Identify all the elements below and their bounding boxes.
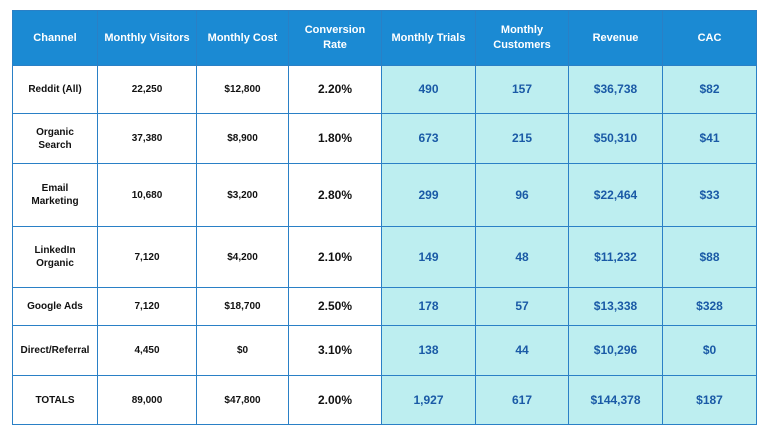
table-row: Organic Search 37,380 $8,900 1.80% 673 215 $50… xyxy=(12,113,757,164)
row-label: Email Marketing xyxy=(12,163,98,227)
cell: $13,338 xyxy=(568,287,663,326)
cell: $328 xyxy=(662,287,757,326)
cell: 57 xyxy=(475,287,569,326)
cell: $18,700 xyxy=(196,287,289,326)
cell: $22,464 xyxy=(568,163,663,227)
table-row: Reddit (All) 22,250 $12,800 2.20% 490 157 $36,… xyxy=(12,65,757,114)
table-row: Google Ads 7,120 $18,700 2.50% 178 57 $13,338 $… xyxy=(12,287,757,326)
data-table: Channel Monthly Visitors Monthly Cost Conve… xyxy=(12,10,757,425)
column-header: Revenue xyxy=(568,10,663,66)
cell: 3.10% xyxy=(288,325,382,376)
column-header: Channel xyxy=(12,10,98,66)
cell: $0 xyxy=(662,325,757,376)
header-row: Channel Monthly Visitors Monthly Cost Conve… xyxy=(12,10,757,66)
cell: $47,800 xyxy=(196,375,289,425)
cell: 37,380 xyxy=(97,113,197,164)
cell: 490 xyxy=(381,65,476,114)
row-label: Organic Search xyxy=(12,113,98,164)
column-header: Conversion Rate xyxy=(288,10,382,66)
table-row: Email Marketing 10,680 $3,200 2.80% 299 96 $22… xyxy=(12,163,757,227)
cell: 7,120 xyxy=(97,226,197,288)
cell: $8,900 xyxy=(196,113,289,164)
cell: $11,232 xyxy=(568,226,663,288)
row-label: LinkedIn Organic xyxy=(12,226,98,288)
cell: 673 xyxy=(381,113,476,164)
cell: $12,800 xyxy=(196,65,289,114)
cell: 138 xyxy=(381,325,476,376)
column-header: CAC xyxy=(662,10,757,66)
cell: 617 xyxy=(475,375,569,425)
cell: 10,680 xyxy=(97,163,197,227)
cell: 1,927 xyxy=(381,375,476,425)
cell: 2.80% xyxy=(288,163,382,227)
cell: $41 xyxy=(662,113,757,164)
cell: 2.20% xyxy=(288,65,382,114)
cell: 4,450 xyxy=(97,325,197,376)
table-body: Reddit (All) 22,250 $12,800 2.20% 490 157 $36,… xyxy=(12,65,757,425)
cell: 1.80% xyxy=(288,113,382,164)
cell: $3,200 xyxy=(196,163,289,227)
cell: $50,310 xyxy=(568,113,663,164)
cell: 299 xyxy=(381,163,476,227)
cell: 2.50% xyxy=(288,287,382,326)
column-header: Monthly Trials xyxy=(381,10,476,66)
row-label: Reddit (All) xyxy=(12,65,98,114)
row-label: Google Ads xyxy=(12,287,98,326)
cell: $36,738 xyxy=(568,65,663,114)
cell: $33 xyxy=(662,163,757,227)
column-header: Monthly Cost xyxy=(196,10,289,66)
table-row: Direct/Referral 4,450 $0 3.10% 138 44 $10,296 $… xyxy=(12,325,757,376)
cell: 89,000 xyxy=(97,375,197,425)
cell: $187 xyxy=(662,375,757,425)
cell: 2.10% xyxy=(288,226,382,288)
cell: 48 xyxy=(475,226,569,288)
cell: 7,120 xyxy=(97,287,197,326)
column-header: Monthly Visitors xyxy=(97,10,197,66)
table-container: Channel Monthly Visitors Monthly Cost Conve… xyxy=(12,10,757,425)
cell: $4,200 xyxy=(196,226,289,288)
cell: $0 xyxy=(196,325,289,376)
cell: 22,250 xyxy=(97,65,197,114)
cell: 149 xyxy=(381,226,476,288)
table-row: LinkedIn Organic 7,120 $4,200 2.10% 149 48 $11… xyxy=(12,226,757,288)
cell: 178 xyxy=(381,287,476,326)
cell: $82 xyxy=(662,65,757,114)
cell: 44 xyxy=(475,325,569,376)
cell: 2.00% xyxy=(288,375,382,425)
row-label: TOTALS xyxy=(12,375,98,425)
cell: $88 xyxy=(662,226,757,288)
table-row: TOTALS 89,000 $47,800 2.00% 1,927 617 $144,378… xyxy=(12,375,757,425)
cell: 96 xyxy=(475,163,569,227)
column-header: Monthly Customers xyxy=(475,10,569,66)
cell: 215 xyxy=(475,113,569,164)
row-label: Direct/Referral xyxy=(12,325,98,376)
cell: 157 xyxy=(475,65,569,114)
cell: $144,378 xyxy=(568,375,663,425)
cell: $10,296 xyxy=(568,325,663,376)
